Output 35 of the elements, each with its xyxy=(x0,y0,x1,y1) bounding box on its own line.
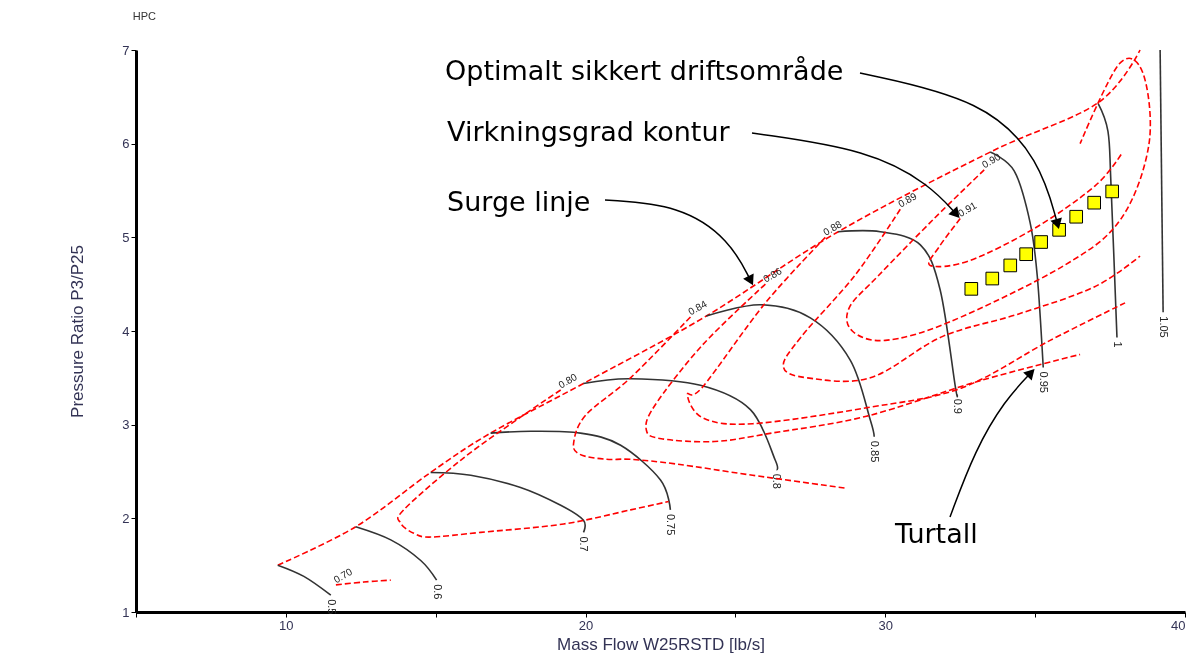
text: 0.91 xyxy=(956,199,979,219)
text: 0.85 xyxy=(869,440,882,463)
text: 0.75 xyxy=(665,513,678,536)
y-tick-label: 5 xyxy=(122,229,130,245)
text: 0.70 xyxy=(331,565,355,586)
y-tick-label: 7 xyxy=(122,42,130,58)
text: 1.05 xyxy=(1158,316,1171,338)
text: 0.9 xyxy=(952,398,965,414)
x-tick-label: 40 xyxy=(1171,617,1186,633)
y-tick-label: 1 xyxy=(122,604,130,620)
x-tick-label: 10 xyxy=(279,617,294,633)
y-axis-title: Pressure Ratio P3/P25 xyxy=(68,245,88,418)
text: 0.6 xyxy=(431,584,444,600)
annotation: Virkningsgrad kontur xyxy=(447,116,731,147)
text: 0.7 xyxy=(578,536,591,552)
text: 0.90 xyxy=(980,150,1003,171)
text: 0.80 xyxy=(556,370,580,391)
text: 0.89 xyxy=(896,190,919,210)
annotation: Optimalt sikkert driftsområde xyxy=(445,55,844,86)
text: 0.86 xyxy=(761,265,784,285)
x-tick-label: 30 xyxy=(878,617,894,633)
x-tick-label: 20 xyxy=(578,617,594,633)
annotation: Turtall xyxy=(894,518,978,549)
annotation: Surge linje xyxy=(447,186,591,217)
text: 1 xyxy=(1111,341,1124,348)
text: 0.5 xyxy=(325,599,338,615)
text: 0.95 xyxy=(1038,371,1051,393)
y-tick-label: 6 xyxy=(122,136,130,152)
x-axis-title: Mass Flow W25RSTD [lb/s] xyxy=(557,634,765,654)
y-tick-label: 3 xyxy=(122,417,130,433)
y-tick-label: 2 xyxy=(122,510,130,526)
chart-title: HPC xyxy=(132,10,157,22)
text: 0.84 xyxy=(686,297,710,318)
y-tick-label: 4 xyxy=(122,323,130,339)
text: 0.88 xyxy=(821,218,844,238)
